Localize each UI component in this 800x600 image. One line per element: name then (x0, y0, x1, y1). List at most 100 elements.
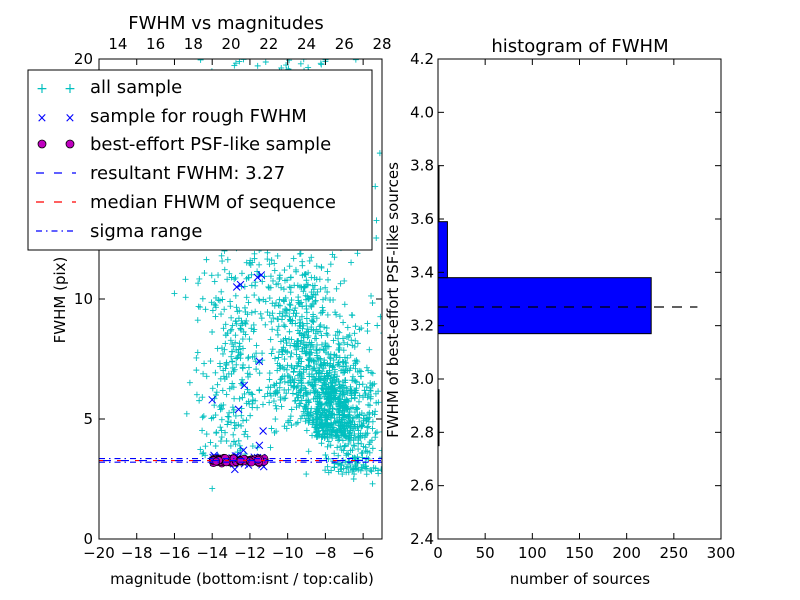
all-sample-point (352, 323, 359, 330)
top-x-tick-label: 24 (297, 35, 316, 53)
all-sample-point (314, 288, 321, 295)
all-sample-point (375, 399, 382, 406)
all-sample-point (213, 429, 220, 436)
all-sample-point (282, 323, 289, 330)
all-sample-point (324, 268, 331, 275)
all-sample-point (227, 327, 234, 334)
rough-sample-point (232, 283, 241, 291)
all-sample-point (274, 252, 281, 259)
all-sample-point (298, 358, 305, 365)
all-sample-point (348, 337, 355, 344)
all-sample-point (249, 353, 256, 360)
all-sample-point (325, 391, 332, 398)
all-sample-point (303, 415, 310, 422)
x-tick-label: 50 (476, 544, 495, 562)
all-sample-point (328, 411, 335, 418)
all-sample-point (218, 416, 225, 423)
all-sample-point (358, 440, 365, 447)
all-sample-point (349, 373, 356, 380)
legend-marker-circle (65, 139, 75, 149)
all-sample-point (299, 320, 306, 327)
all-sample-point (288, 364, 295, 371)
all-sample-point (287, 317, 294, 324)
all-sample-point (312, 297, 319, 304)
all-sample-point (238, 412, 245, 419)
y-tick-label: 4.0 (410, 103, 434, 121)
all-sample-point (282, 312, 289, 319)
all-sample-point (288, 406, 295, 413)
all-sample-point (344, 367, 351, 374)
all-sample-point (313, 405, 320, 412)
y-tick-label: 2.6 (410, 477, 434, 495)
all-sample-point (368, 468, 375, 475)
all-sample-point (214, 345, 221, 352)
all-sample-point (211, 278, 218, 285)
all-sample-point (219, 350, 226, 357)
all-sample-point (221, 306, 228, 313)
all-sample-point (321, 393, 328, 400)
all-sample-point (317, 322, 324, 329)
all-sample-point (357, 435, 364, 442)
all-sample-point (284, 362, 291, 369)
all-sample-point (222, 332, 229, 339)
x-tick-label: 100 (518, 544, 547, 562)
all-sample-point (339, 402, 346, 409)
all-sample-point (212, 313, 219, 320)
all-sample-point (223, 359, 230, 366)
all-sample-point (298, 313, 305, 320)
all-sample-point (327, 261, 334, 268)
all-sample-point (266, 295, 273, 302)
all-sample-point (294, 419, 301, 426)
all-sample-point (334, 429, 341, 436)
all-sample-point (333, 285, 340, 292)
all-sample-point (233, 361, 240, 368)
all-sample-point (335, 335, 342, 342)
all-sample-point (323, 370, 330, 377)
all-sample-point (202, 443, 209, 450)
all-sample-point (305, 362, 312, 369)
all-sample-point (310, 357, 317, 364)
all-sample-point (303, 277, 310, 284)
all-sample-point (276, 302, 283, 309)
all-sample-point (294, 338, 301, 345)
all-sample-point (285, 419, 292, 426)
all-sample-point (224, 276, 231, 283)
all-sample-point (309, 432, 316, 439)
all-sample-point (218, 434, 225, 441)
all-sample-point (324, 311, 331, 318)
all-sample-point (213, 389, 220, 396)
all-sample-point (349, 342, 356, 349)
all-sample-point (339, 471, 346, 478)
all-sample-point (239, 376, 246, 383)
all-sample-point (374, 467, 381, 474)
all-sample-point (217, 406, 224, 413)
all-sample-point (328, 389, 335, 396)
all-sample-point (305, 380, 312, 387)
all-sample-point (366, 346, 373, 353)
all-sample-point (281, 298, 288, 305)
all-sample-point (229, 364, 236, 371)
all-sample-point (301, 284, 308, 291)
all-sample-point (298, 382, 305, 389)
all-sample-point (356, 392, 363, 399)
all-sample-point (330, 357, 337, 364)
all-sample-point (291, 365, 298, 372)
all-sample-point (368, 292, 375, 299)
all-sample-point (326, 431, 333, 438)
all-sample-point (308, 317, 315, 324)
all-sample-point (267, 384, 274, 391)
all-sample-point (241, 431, 248, 438)
x-tick-label: −16 (159, 544, 191, 562)
top-x-tick-label: 28 (372, 35, 391, 53)
all-sample-point (318, 332, 325, 339)
all-sample-point (226, 409, 233, 416)
all-sample-point (194, 349, 201, 356)
all-sample-point (212, 442, 219, 449)
all-sample-point (217, 438, 224, 445)
all-sample-point (350, 476, 357, 482)
all-sample-point (377, 313, 382, 320)
all-sample-point (281, 277, 288, 284)
all-sample-point (270, 277, 277, 284)
all-sample-point (317, 361, 324, 368)
all-sample-point (221, 375, 228, 382)
